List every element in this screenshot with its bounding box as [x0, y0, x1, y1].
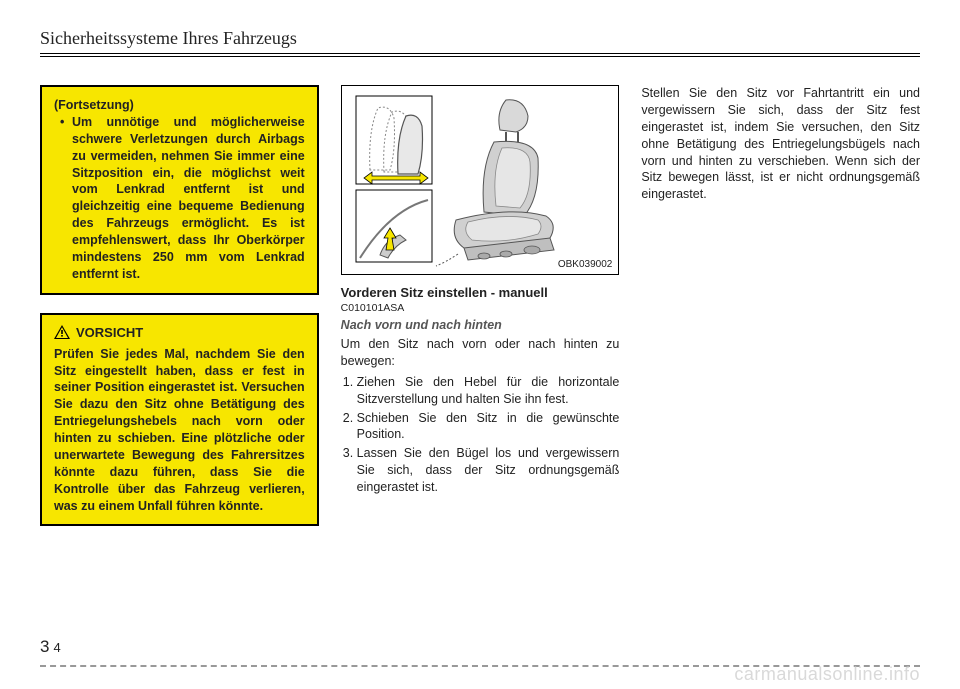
step-3: Lassen Sie den Bügel los und vergewisser… [357, 445, 620, 496]
column-2: OBK039002 Vorderen Sitz einstellen - man… [341, 85, 620, 544]
watermark: carmanualsonline.info [734, 664, 920, 685]
manual-page: Sicherheitssysteme Ihres Fahrzeugs (Fort… [0, 0, 960, 689]
step-2: Schieben Sie den Sitz in die gewünschte … [357, 410, 620, 444]
procedure-intro: Um den Sitz nach vorn oder nach hinten z… [341, 337, 620, 368]
procedure-code: C010101ASA [341, 302, 620, 314]
continuation-list: Um unnötige und möglicher­weise schwere … [54, 114, 305, 283]
continuation-bullet: Um unnötige und möglicher­weise schwere … [64, 114, 305, 283]
procedure-steps: Ziehen Sie den Hebel für die horizontale… [341, 374, 620, 496]
step-1: Ziehen Sie den Hebel für die horizontale… [357, 374, 620, 408]
section-header: Sicherheitssysteme Ihres Fahrzeugs [40, 28, 920, 49]
procedure-heading: Vorderen Sitz einstellen - manuell [341, 285, 620, 300]
column-1: (Fortsetzung) Um unnötige und möglicher­… [40, 85, 319, 544]
rule-top-2 [40, 56, 920, 57]
continuation-box: (Fortsetzung) Um unnötige und möglicher­… [40, 85, 319, 295]
followup-paragraph: Stellen Sie den Sitz vor Fahrtantritt ei… [641, 85, 920, 203]
procedure-body: Um den Sitz nach vorn oder nach hinten z… [341, 336, 620, 496]
page-number: 3 4 [40, 637, 61, 657]
caution-text: Prüfen Sie jedes Mal, nachdem Sie den Si… [54, 346, 305, 515]
continuation-label: (Fortsetzung) [54, 97, 305, 114]
caution-title-row: VORSICHT [54, 325, 305, 340]
page-in-section: 4 [53, 640, 60, 655]
column-3: Stellen Sie den Sitz vor Fahrtantritt ei… [641, 85, 920, 544]
section-number: 3 [40, 637, 49, 657]
rule-top-1 [40, 53, 920, 54]
figure-code: OBK039002 [558, 259, 613, 270]
seat-figure: OBK039002 [341, 85, 620, 275]
three-column-layout: (Fortsetzung) Um unnötige und möglicher­… [40, 85, 920, 544]
seat-illustration [350, 90, 610, 270]
procedure-subheading: Nach vorn und nach hinten [341, 318, 620, 332]
caution-box: VORSICHT Prüfen Sie jedes Mal, nachdem S… [40, 313, 319, 527]
caution-title: VORSICHT [76, 325, 143, 340]
warning-icon [54, 325, 70, 339]
